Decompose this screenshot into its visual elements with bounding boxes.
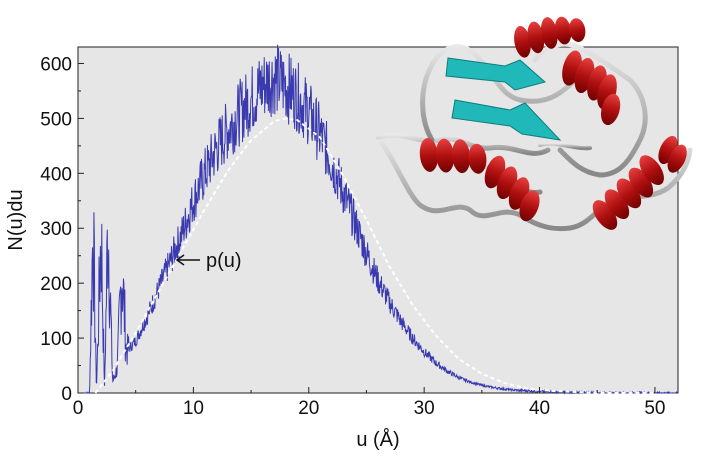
series-histogram-line xyxy=(83,44,678,395)
arrow-head-icon xyxy=(175,254,185,266)
annotation-p-u: p(u) xyxy=(175,250,242,272)
y-tick-label: 200 xyxy=(40,274,72,295)
x-axis-label: u (Å) xyxy=(356,428,399,451)
y-tick-label: 400 xyxy=(40,164,72,185)
y-tick-label: 600 xyxy=(40,54,72,75)
protein-helix xyxy=(658,135,687,173)
y-tick-label: 100 xyxy=(40,329,72,350)
x-tick-label: 30 xyxy=(414,398,435,419)
y-tick-label: 500 xyxy=(40,109,72,130)
protein-helix xyxy=(484,155,540,222)
plot-area xyxy=(77,46,679,394)
protein-helix xyxy=(592,155,664,230)
y-tick-label: 300 xyxy=(40,219,72,240)
protein-strand xyxy=(451,99,562,141)
y-axis-label: N(u)du xyxy=(5,189,27,250)
x-tick-label: 0 xyxy=(73,398,84,419)
x-tick-label: 10 xyxy=(183,398,204,419)
protein-ribbon-icon xyxy=(375,16,693,232)
x-tick-label: 20 xyxy=(298,398,319,419)
protein-helix xyxy=(562,50,621,126)
series-group xyxy=(83,44,678,395)
x-tick-label: 50 xyxy=(644,398,665,419)
protein-helix xyxy=(514,16,586,58)
series-p-u-curve xyxy=(94,117,655,394)
protein-loop xyxy=(375,134,693,232)
annotation-label: p(u) xyxy=(206,250,242,272)
protein-loop xyxy=(420,44,578,143)
protein-strand xyxy=(445,57,547,91)
x-tick-label: 40 xyxy=(529,398,550,419)
y-tick-label: 0 xyxy=(61,384,72,405)
protein-helix xyxy=(419,138,487,174)
protein-loop xyxy=(538,141,592,151)
protein-loop xyxy=(532,41,648,178)
